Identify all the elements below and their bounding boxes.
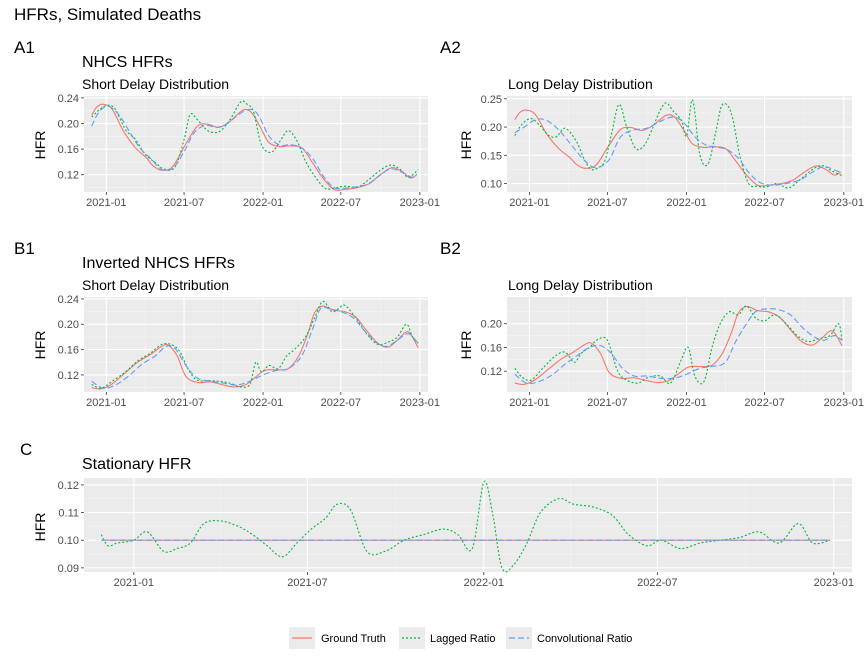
panel-title-a1: NHCS HFRs	[82, 54, 173, 71]
x-tick-label: 2021-01	[509, 197, 549, 209]
x-tick-label: 2022-01	[243, 197, 283, 209]
legend-label-lagged-ratio: Lagged Ratio	[430, 633, 495, 645]
x-tick-label: 2022-07	[637, 577, 677, 589]
panel-subtitle-a1: Short Delay Distribution	[82, 76, 229, 92]
series-line-ground-truth	[514, 109, 842, 187]
y-tick-label: 0.11	[58, 508, 79, 520]
y-tick-label: 0.12	[58, 480, 79, 492]
y-tick-label: 0.20	[58, 119, 79, 131]
panel-background-c	[84, 478, 852, 572]
panel-tag-b1: B1	[14, 239, 35, 258]
legend-item-ground-truth: Ground Truth	[289, 627, 386, 649]
y-tick-label: 0.10	[58, 535, 79, 547]
plot-area-a2: 0.10 0.15 0.20 0.25 2021-01 2021-07 2022-01 202…	[481, 94, 864, 209]
legend: Ground Truth Lagged Ratio Convolutional …	[289, 627, 632, 649]
panel-subtitle-a2: Long Delay Distribution	[508, 76, 653, 92]
y-axis-label-a2: HFR	[458, 131, 474, 160]
y-tick-label: 0.16	[58, 144, 79, 156]
series-line-lagged-ratio	[514, 99, 843, 189]
panel-tag-b2: B2	[440, 239, 461, 258]
x-tick-label: 2022-01	[666, 197, 706, 209]
y-tick-label: 0.25	[481, 94, 502, 106]
panel-tag-c: C	[20, 440, 32, 459]
panel-tag-a2: A2	[440, 38, 461, 57]
x-tick-label: 2021-07	[164, 397, 204, 409]
x-tick-label: 2022-07	[321, 397, 361, 409]
y-axis-label-c: HFR	[32, 513, 48, 542]
series-line-convolutional-ratio	[91, 105, 418, 190]
series-line-lagged-ratio	[91, 100, 419, 190]
x-tick-label: 2021-01	[509, 397, 549, 409]
y-tick-label: 0.20	[58, 319, 79, 331]
series-line-convolutional-ratio	[514, 116, 841, 186]
y-tick-label: 0.24	[58, 93, 79, 105]
x-tick-label: 2023-01	[824, 197, 864, 209]
panel-title-b1: Inverted NHCS HFRs	[82, 255, 235, 272]
y-axis-label-b1: HFR	[32, 331, 48, 360]
y-tick-label: 0.20	[481, 122, 502, 134]
plot-area-c: 0.09 0.10 0.11 0.12 2021-01 2021-07 2022-01 202…	[58, 478, 854, 589]
plot-area-b2: 0.12 0.16 0.20 2021-01 2021-07 2022-01 2022-07…	[481, 297, 864, 409]
panel-background-b2	[507, 297, 852, 392]
y-tick-label: 0.09	[58, 563, 79, 575]
panel-title-c: Stationary HFR	[82, 456, 191, 473]
x-tick-label: 2021-07	[164, 197, 204, 209]
panel-subtitle-b1: Short Delay Distribution	[82, 277, 229, 293]
series-line-ground-truth	[514, 305, 843, 385]
plot-area-a1: 0.12 0.16 0.20 0.24 2021-01 2021-07 2022-01 202…	[58, 93, 440, 209]
legend-item-lagged-ratio: Lagged Ratio	[399, 627, 495, 649]
x-tick-label: 2022-01	[464, 577, 504, 589]
y-tick-label: 0.10	[481, 179, 502, 191]
panel-c: C Stationary HFR HFR 0.09 0.10 0.11 0.12 202…	[20, 440, 854, 589]
y-tick-label: 0.12	[58, 170, 79, 182]
x-tick-label: 2022-07	[321, 197, 361, 209]
plot-area-b1: 0.12 0.16 0.20 0.24 2021-01 2021-07 2022-01 202…	[58, 294, 440, 409]
x-tick-label: 2022-07	[744, 397, 784, 409]
series-line-convolutional-ratio	[514, 308, 843, 385]
x-tick-label: 2023-01	[824, 397, 864, 409]
y-tick-label: 0.16	[481, 342, 502, 354]
panel-subtitle-b2: Long Delay Distribution	[508, 277, 653, 293]
legend-label-ground-truth: Ground Truth	[321, 633, 386, 645]
y-tick-label: 0.20	[481, 319, 502, 331]
x-tick-label: 2021-07	[587, 197, 627, 209]
series-line-lagged-ratio	[100, 480, 831, 573]
y-axis-label-b2: HFR	[458, 331, 474, 360]
figure-title: HFRs, Simulated Deaths	[14, 5, 201, 24]
y-tick-label: 0.16	[58, 345, 79, 357]
y-tick-label: 0.12	[58, 370, 79, 382]
y-tick-label: 0.24	[58, 294, 79, 306]
y-tick-label: 0.15	[481, 150, 502, 162]
series-line-ground-truth	[91, 305, 419, 390]
x-tick-label: 2021-01	[86, 197, 126, 209]
x-tick-label: 2021-07	[587, 397, 627, 409]
x-tick-label: 2022-07	[744, 197, 784, 209]
series-line-lagged-ratio	[91, 300, 419, 389]
panel-tag-a1: A1	[14, 38, 35, 57]
x-tick-label: 2023-01	[400, 197, 440, 209]
x-tick-label: 2022-01	[243, 397, 283, 409]
panel-b2: B2 Long Delay Distribution HFR 0.120.160…	[440, 239, 864, 409]
panel-background-a2	[507, 96, 852, 192]
x-tick-label: 2021-01	[114, 577, 154, 589]
x-tick-label: 2023-01	[814, 577, 854, 589]
legend-item-convolutional-ratio: Convolutional Ratio	[506, 627, 632, 649]
legend-label-convolutional-ratio: Convolutional Ratio	[537, 633, 632, 645]
y-tick-label: 0.12	[481, 366, 502, 378]
x-tick-label: 2022-01	[666, 397, 706, 409]
x-tick-label: 2023-01	[400, 397, 440, 409]
panel-a2: A2 Long Delay Distribution HFR 0.100.150…	[440, 38, 864, 209]
panel-a1: A1 NHCS HFRs Short Delay Distribution HF…	[14, 38, 440, 209]
x-tick-label: 2021-01	[86, 397, 126, 409]
y-axis-label-a1: HFR	[32, 131, 48, 160]
x-tick-label: 2021-07	[287, 577, 327, 589]
panel-b1: B1 Inverted NHCS HFRs Short Delay Distri…	[14, 239, 440, 409]
